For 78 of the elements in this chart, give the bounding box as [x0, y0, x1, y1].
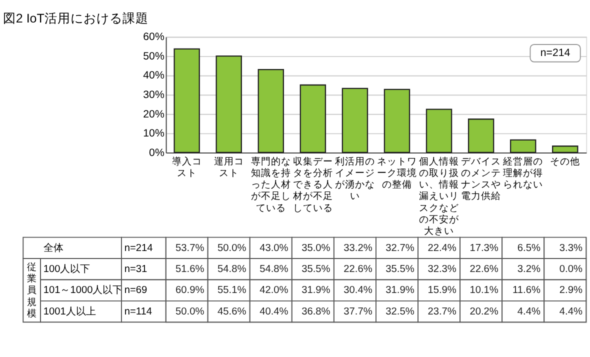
y-tick-label: 30% — [143, 89, 165, 102]
data-label: 60.9% — [176, 285, 204, 296]
y-tick-label: 0% — [149, 146, 165, 159]
x-tick-label: 経営層の理解が得られない — [502, 156, 544, 191]
y-tick-label: 1001人以上 — [43, 305, 96, 318]
y-tick-label: 全体 — [43, 242, 64, 254]
data-label: 35.5% — [302, 264, 330, 276]
data-label: 54.8% — [260, 264, 288, 276]
x-tick-label: デバイスのメンテナンスや電力供給 — [461, 156, 502, 202]
x-tick-label: ネットワーク環境の整備 — [376, 156, 417, 191]
x-tick-label: 利活用のイメージが湧かない — [334, 156, 375, 202]
data-label: 30.4% — [344, 285, 372, 296]
y-tick-label: 60% — [143, 31, 165, 44]
data-label: 22.6% — [470, 264, 498, 276]
y-tick-label: 101～1000人以下 — [43, 284, 123, 296]
data-label: 31.9% — [302, 285, 330, 296]
data-label: 36.8% — [302, 306, 330, 318]
data-label: 32.7% — [386, 242, 414, 254]
bar — [174, 48, 200, 154]
data-label: 40.4% — [260, 306, 288, 318]
bar — [342, 88, 368, 154]
data-label: 32.3% — [428, 264, 456, 276]
x-tick-label: 導入コスト — [172, 156, 202, 180]
y-tick-label: 100人以下 — [43, 263, 90, 276]
data-label: 3.2% — [517, 264, 540, 276]
y-tick-label: 20% — [143, 108, 165, 120]
bar — [426, 108, 452, 154]
y-tick-label: 10% — [143, 128, 165, 140]
data-label: 55.1% — [218, 285, 246, 296]
bar — [258, 68, 284, 154]
y-tick-label: 40% — [143, 70, 165, 82]
data-label: 15.9% — [428, 285, 456, 296]
data-label: 17.3% — [470, 242, 498, 254]
y2-tick-label: n=114 — [124, 306, 152, 318]
x-tick-label: その他 — [550, 156, 580, 168]
x-tick-label: 専門的な知識を持った人材が不足している — [250, 156, 291, 214]
x-tick-label: 運用コスト — [214, 156, 244, 180]
bar — [552, 146, 578, 154]
data-label: 22.4% — [428, 242, 456, 254]
y2-tick-label: n=69 — [124, 285, 148, 296]
bar — [510, 139, 536, 154]
data-label: 20.2% — [470, 306, 498, 318]
data-label: 35.0% — [302, 242, 330, 254]
bar — [468, 118, 494, 154]
data-label: 51.6% — [176, 264, 204, 276]
data-label: 37.7% — [344, 306, 372, 318]
data-label: 42.0% — [260, 285, 288, 296]
bar — [300, 84, 326, 154]
y-tick-label: 50% — [143, 50, 165, 62]
x-tick-label: 収集データを分析できる人材が不足している — [292, 156, 333, 214]
data-label: 3.3% — [559, 242, 582, 254]
data-label: 11.6% — [512, 285, 540, 296]
bar — [216, 56, 242, 154]
data-label: 43.0% — [260, 242, 288, 254]
data-label: 33.2% — [344, 242, 372, 254]
data-label: 50.0% — [218, 242, 246, 254]
data-label: 6.5% — [517, 242, 540, 254]
data-label: 50.0% — [176, 306, 204, 318]
text: 従業員規模 — [26, 261, 37, 320]
data-label: 22.6% — [344, 264, 372, 276]
data-label: 32.5% — [386, 306, 414, 318]
data-label: 31.9% — [386, 285, 414, 296]
data-label: 2.9% — [559, 285, 582, 296]
y2-tick-label: n=214 — [124, 242, 154, 254]
data-label: 0.0% — [559, 264, 582, 276]
data-label: 45.6% — [218, 306, 246, 318]
y2-tick-label: n=31 — [124, 264, 148, 276]
data-label: 53.7% — [176, 242, 204, 254]
data-label: 10.1% — [470, 285, 498, 296]
x-tick-label: 個人情報の取り扱い、情報漏えいリスクなどの不安が大きい — [419, 156, 460, 237]
data-label: 54.8% — [218, 264, 246, 276]
data-label: 35.5% — [386, 264, 414, 276]
chart-title: 図2 IoT活用における課題 — [2, 11, 148, 26]
bar — [384, 88, 410, 154]
data-label: 4.4% — [517, 306, 540, 318]
annotation: n=214 — [540, 47, 570, 60]
data-label: 23.7% — [428, 306, 456, 318]
data-label: 4.4% — [559, 306, 582, 318]
